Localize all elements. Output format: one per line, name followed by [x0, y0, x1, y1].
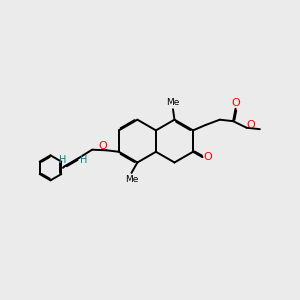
- Text: O: O: [98, 141, 107, 152]
- Text: O: O: [246, 120, 255, 130]
- Text: O: O: [231, 98, 240, 108]
- Text: H: H: [80, 155, 88, 165]
- Text: O: O: [203, 152, 212, 162]
- Text: Me: Me: [125, 175, 138, 184]
- Text: Me: Me: [166, 98, 180, 107]
- Text: H: H: [59, 155, 67, 165]
